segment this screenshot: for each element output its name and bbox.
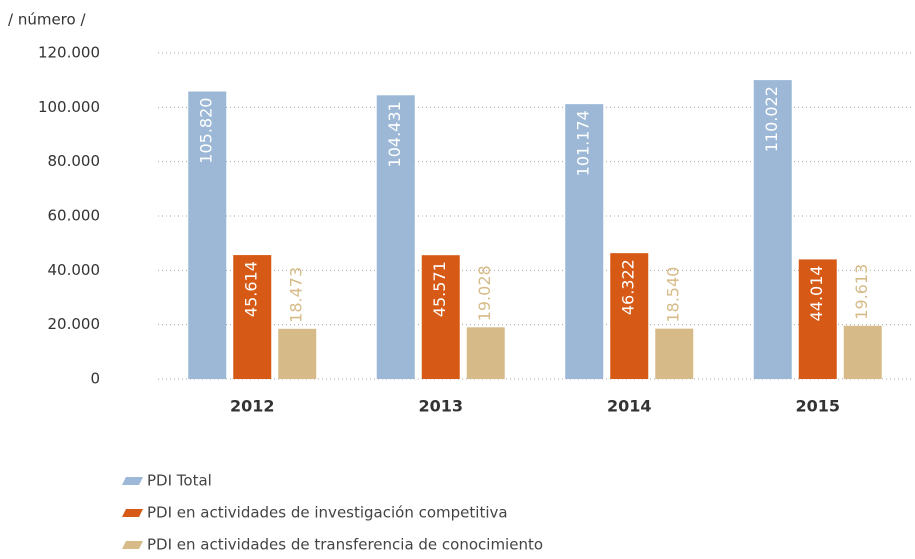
y-tick-label: 40.000 — [48, 261, 101, 279]
x-tick-label: 2013 — [418, 397, 463, 416]
value-label: 45.614 — [242, 261, 261, 317]
legend-swatch — [122, 541, 143, 549]
y-tick-label: 0 — [90, 370, 100, 388]
bar — [421, 255, 460, 379]
bar — [610, 253, 649, 379]
bar — [843, 325, 882, 379]
value-label: 18.540 — [664, 267, 683, 323]
y-tick-label: 80.000 — [48, 152, 101, 170]
bar — [565, 104, 604, 379]
x-tick-label: 2015 — [795, 397, 840, 416]
y-tick-label: 100.000 — [38, 98, 100, 116]
bar — [233, 255, 272, 379]
x-tick-label: 2014 — [607, 397, 652, 416]
bar — [753, 80, 792, 379]
bar — [798, 259, 837, 379]
y-tick-label: 120.000 — [38, 44, 100, 62]
value-label: 105.820 — [197, 98, 216, 164]
bar — [278, 328, 317, 379]
x-tick-label: 2012 — [230, 397, 275, 416]
y-tick-label: 20.000 — [48, 315, 101, 333]
value-label: 19.028 — [475, 265, 494, 321]
value-label: 45.571 — [430, 261, 449, 317]
bar — [188, 91, 227, 379]
legend-swatch — [122, 477, 143, 485]
value-label: 104.431 — [385, 101, 404, 167]
y-axis-label: / número / — [8, 11, 86, 29]
value-label: 110.022 — [762, 86, 781, 152]
bar — [466, 327, 505, 379]
legend-label: PDI en actividades de transferencia de c… — [147, 536, 543, 554]
value-label: 18.473 — [287, 267, 306, 323]
y-tick-label: 60.000 — [48, 207, 101, 225]
value-label: 101.174 — [574, 110, 593, 176]
bar — [655, 328, 694, 379]
bar — [376, 95, 415, 380]
value-label: 46.322 — [619, 259, 638, 315]
value-label: 44.014 — [807, 265, 826, 321]
legend-label: PDI en actividades de investigación comp… — [147, 504, 508, 522]
legend-label: PDI Total — [147, 472, 212, 490]
legend-swatch — [122, 509, 143, 517]
value-label: 19.613 — [852, 264, 871, 320]
